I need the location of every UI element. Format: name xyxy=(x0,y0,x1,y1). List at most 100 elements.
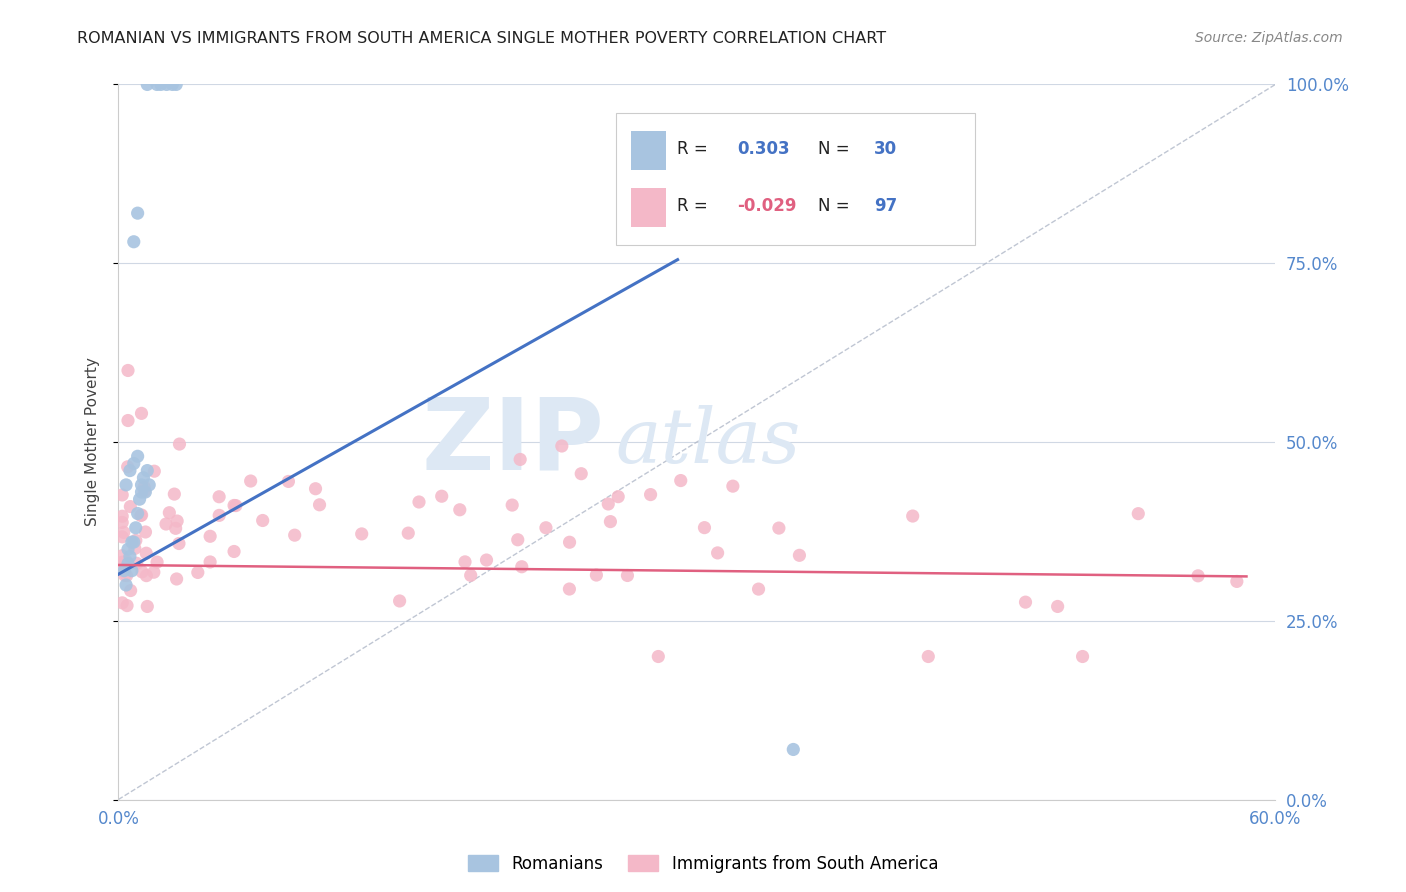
Point xyxy=(277,475,299,489)
Point xyxy=(208,490,231,504)
Point xyxy=(135,546,157,560)
Point xyxy=(706,546,728,560)
FancyBboxPatch shape xyxy=(616,113,974,245)
Point xyxy=(163,487,186,501)
Point xyxy=(143,464,166,478)
Point xyxy=(111,596,134,610)
Point xyxy=(721,479,744,493)
Point xyxy=(449,502,471,516)
Point xyxy=(222,499,245,513)
Point xyxy=(131,565,153,579)
Point xyxy=(112,564,135,578)
Point xyxy=(117,363,139,377)
Point xyxy=(430,489,453,503)
Point xyxy=(111,530,134,544)
Point xyxy=(475,553,498,567)
Point xyxy=(169,437,191,451)
FancyBboxPatch shape xyxy=(631,188,665,227)
Point xyxy=(454,555,477,569)
Point xyxy=(558,582,581,596)
Point xyxy=(198,555,221,569)
Point xyxy=(239,474,262,488)
Point xyxy=(208,508,231,523)
Y-axis label: Single Mother Poverty: Single Mother Poverty xyxy=(86,358,100,526)
Point xyxy=(121,535,143,549)
Point xyxy=(120,583,142,598)
Point xyxy=(146,78,169,92)
Point xyxy=(782,742,804,756)
Point xyxy=(198,529,221,543)
Point xyxy=(149,78,172,92)
Point xyxy=(117,557,139,571)
Point xyxy=(115,578,138,592)
Point xyxy=(501,498,523,512)
FancyBboxPatch shape xyxy=(631,131,665,170)
Point xyxy=(111,488,134,502)
Point xyxy=(115,599,138,613)
Point xyxy=(460,568,482,582)
Point xyxy=(124,541,146,556)
Point xyxy=(114,568,136,582)
Point xyxy=(569,467,592,481)
Point xyxy=(118,464,141,478)
Point xyxy=(1046,599,1069,614)
Text: 97: 97 xyxy=(875,197,897,215)
Point xyxy=(551,439,574,453)
Point xyxy=(558,535,581,549)
Point xyxy=(607,490,630,504)
Point xyxy=(585,568,607,582)
Text: ZIP: ZIP xyxy=(422,393,605,491)
Point xyxy=(1071,649,1094,664)
Point xyxy=(917,649,939,664)
Text: ROMANIAN VS IMMIGRANTS FROM SOUTH AMERICA SINGLE MOTHER POVERTY CORRELATION CHAR: ROMANIAN VS IMMIGRANTS FROM SOUTH AMERIC… xyxy=(77,31,886,46)
Point xyxy=(111,555,134,569)
Point xyxy=(127,507,149,521)
Point xyxy=(146,555,169,569)
Text: -0.029: -0.029 xyxy=(737,197,797,215)
Point xyxy=(669,474,692,488)
Point xyxy=(162,78,184,92)
Point xyxy=(616,568,638,582)
Point xyxy=(225,499,247,513)
Point xyxy=(789,549,811,563)
Point xyxy=(120,500,142,514)
Point xyxy=(308,498,330,512)
Point xyxy=(115,478,138,492)
Point xyxy=(136,78,159,92)
Point xyxy=(138,478,160,492)
Point xyxy=(122,235,145,249)
Point xyxy=(748,582,770,596)
Point xyxy=(131,478,153,492)
Point xyxy=(111,516,134,530)
Text: Source: ZipAtlas.com: Source: ZipAtlas.com xyxy=(1195,31,1343,45)
Point xyxy=(1226,574,1249,589)
Point xyxy=(127,450,149,464)
Point xyxy=(396,526,419,541)
Point xyxy=(647,649,669,664)
Point xyxy=(252,514,274,528)
Point xyxy=(111,549,134,563)
Point xyxy=(111,509,134,524)
Text: N =: N = xyxy=(818,140,851,158)
Point xyxy=(136,599,159,614)
Point xyxy=(127,206,149,220)
Text: R =: R = xyxy=(678,197,709,215)
Point xyxy=(118,549,141,564)
Point xyxy=(166,572,188,586)
Point xyxy=(122,535,145,549)
Point xyxy=(111,561,134,575)
Point xyxy=(506,533,529,547)
Point xyxy=(388,594,411,608)
Point xyxy=(166,514,188,528)
Point xyxy=(408,495,430,509)
Point xyxy=(132,471,155,485)
Point xyxy=(599,515,621,529)
Text: R =: R = xyxy=(678,140,709,158)
Point xyxy=(284,528,307,542)
Point xyxy=(1128,507,1150,521)
Point xyxy=(134,480,156,494)
Point xyxy=(128,492,150,507)
Point xyxy=(129,508,152,523)
Point xyxy=(125,557,148,571)
Point xyxy=(640,487,662,501)
